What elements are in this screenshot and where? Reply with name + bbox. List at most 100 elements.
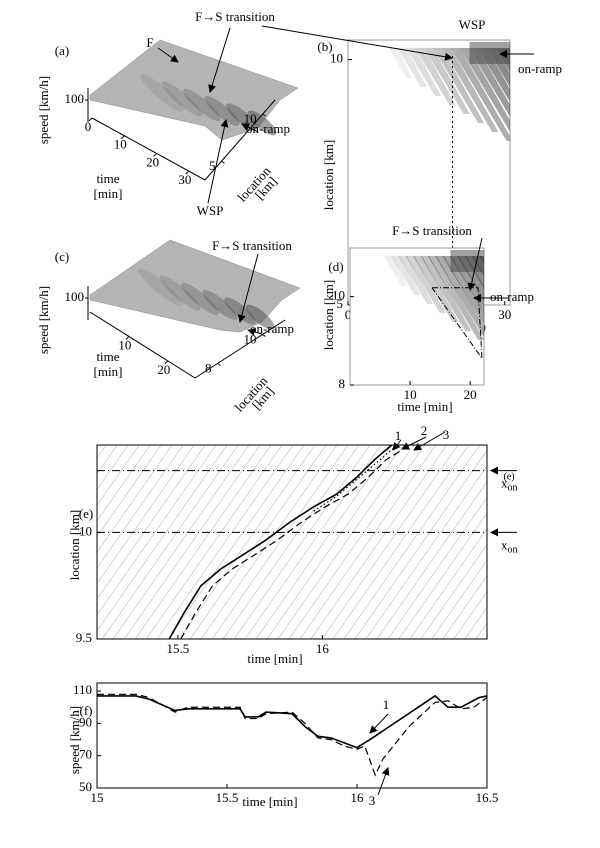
heatmap-shade <box>412 256 459 322</box>
surface <box>89 39 299 141</box>
x-tick-label: 15.5 <box>216 790 239 805</box>
panel-label: (f) <box>80 703 93 718</box>
annotation: F→S transition <box>195 9 275 24</box>
x-axis-label: [min] <box>94 364 123 379</box>
x-axis-label: [min] <box>94 186 123 201</box>
arrow <box>401 436 427 450</box>
heatmap-shade <box>388 48 413 78</box>
surface-shade <box>202 290 238 320</box>
annotation: on-ramp <box>518 61 562 76</box>
series-line <box>180 448 404 640</box>
x-axis-label: time <box>96 349 119 364</box>
y-axis <box>194 319 286 379</box>
arrow <box>237 253 259 323</box>
x-tick-label: 15 <box>91 790 104 805</box>
reference-label: xon <box>501 537 518 555</box>
heatmap-shade <box>406 48 442 96</box>
x-tick-label: 0 <box>345 307 352 322</box>
x-tick <box>164 360 169 365</box>
reference-label: xon(e) <box>501 472 518 494</box>
annotation: F→S transition <box>212 238 292 253</box>
y-axis-label: speed [km/h] <box>67 706 82 774</box>
x-tick-label: 20 <box>146 154 159 169</box>
surface-shade <box>161 81 203 117</box>
series-line <box>313 444 398 512</box>
series-line <box>168 444 393 640</box>
x-axis <box>89 311 196 379</box>
x-tick-label: 20 <box>464 387 477 402</box>
y-tick-label: 10 <box>244 111 257 126</box>
surface-shade <box>159 275 201 311</box>
y-tick <box>221 160 225 164</box>
x-tick-label: 10 <box>404 387 417 402</box>
panel-label: (d) <box>328 259 343 274</box>
y-tick <box>262 113 266 117</box>
arrow <box>467 237 483 291</box>
surface-shade <box>247 110 277 136</box>
surface-shade <box>224 297 256 325</box>
ref-text: x <box>501 537 508 552</box>
heatmap-shade <box>442 256 484 326</box>
arrow <box>392 439 402 451</box>
heatmap-shade <box>433 48 485 123</box>
y-tick <box>217 363 221 366</box>
ref-sub: on <box>508 483 518 494</box>
series-label: 2 <box>421 423 428 438</box>
heatmap-shade <box>450 48 510 141</box>
x-tick-label: 16.5 <box>476 790 499 805</box>
ref-sub: on <box>508 545 518 556</box>
x-axis-label: time [min] <box>242 794 297 809</box>
series-line <box>97 693 488 777</box>
x-axis-label: time <box>96 171 119 186</box>
x-tick <box>153 153 157 157</box>
heatmap-shade <box>459 48 510 132</box>
x-tick-label: 10 <box>114 137 127 152</box>
y-tick-label: 50 <box>79 779 92 794</box>
heatmap <box>383 250 484 340</box>
series-label: 1 <box>395 428 402 443</box>
x-tick <box>185 170 190 175</box>
heatmap-shade <box>469 42 510 64</box>
y-tick-label: 5 <box>209 158 216 173</box>
panel-label: (b) <box>317 39 332 54</box>
heatmap-shade <box>415 48 456 105</box>
x-tick-label: 10 <box>118 337 131 352</box>
panel-label: (e) <box>79 506 93 521</box>
x-tick-label: 20 <box>157 362 170 377</box>
heatmap-shade <box>420 256 472 331</box>
series-line <box>97 694 488 749</box>
surface-shade <box>245 304 275 330</box>
z-axis-label: speed [km/h] <box>36 286 51 354</box>
panel-label: (c) <box>55 249 69 264</box>
surface-shade <box>183 88 221 122</box>
y-tick-label: 10 <box>79 523 92 538</box>
x-axis-label: time [min] <box>247 651 302 666</box>
y-axis-label: location [km] <box>321 140 336 210</box>
x-axis-label: time [min] <box>397 399 452 414</box>
arrow <box>241 123 259 133</box>
annotation: WSP <box>197 203 224 218</box>
surface-shade <box>204 96 240 126</box>
annotation: on-ramp <box>250 321 294 336</box>
arrow <box>377 767 390 796</box>
y-tick-label: 90 <box>79 714 92 729</box>
y-tick-label: 70 <box>79 747 92 762</box>
arrow <box>247 328 263 336</box>
y-tick-label: 9.5 <box>76 630 92 645</box>
x-tick-label: 15.5 <box>167 641 190 656</box>
panel-label: (a) <box>55 43 69 58</box>
series-label: 1 <box>383 697 390 712</box>
series-label: 3 <box>369 793 376 808</box>
x-tick <box>125 336 130 340</box>
arrow <box>208 27 231 93</box>
x-tick <box>120 135 125 140</box>
x-tick-label: 30 <box>178 172 191 187</box>
z-tick-label: 100 <box>65 91 85 106</box>
arrow <box>369 713 389 734</box>
ref-text: x <box>501 476 508 491</box>
arrow <box>207 119 229 204</box>
heatmap-shade <box>397 48 427 87</box>
plot-area <box>96 444 488 640</box>
z-axis-label: speed [km/h] <box>36 76 51 144</box>
